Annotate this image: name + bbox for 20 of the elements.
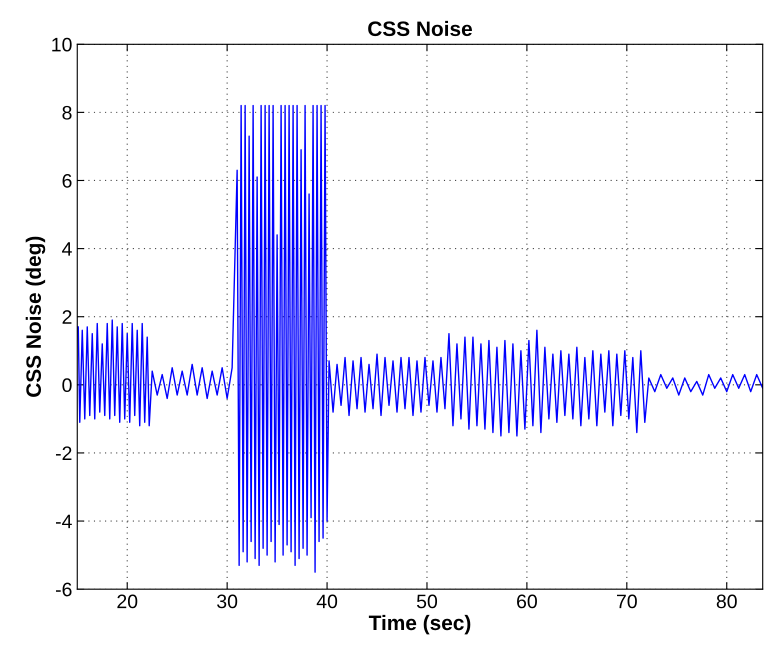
y-tick-label: 6 (62, 174, 72, 188)
y-tick-label: -2 (56, 446, 72, 460)
x-tick-label: 50 (416, 594, 438, 608)
x-tick-label: 20 (117, 594, 138, 608)
chart-title: CSS Noise (368, 20, 472, 36)
x-tick-label: 80 (716, 594, 737, 608)
y-tick-label: 8 (62, 106, 72, 120)
line-series (78, 104, 763, 573)
y-tick-label: 4 (62, 242, 72, 256)
y-tick-label: 0 (62, 378, 72, 392)
x-tick-label: 70 (617, 594, 637, 608)
y-tick-label: 10 (52, 38, 72, 52)
y-tick-label: 2 (62, 310, 72, 324)
y-axis-title: CSS Noise (deg) (26, 236, 46, 397)
x-tick-label: 30 (217, 594, 238, 608)
y-tick-label: -4 (56, 514, 72, 528)
x-tick-label: 60 (517, 594, 537, 608)
x-axis-title: Time (sec) (368, 614, 470, 634)
x-tick-label: 40 (316, 594, 338, 608)
y-tick-label: -6 (56, 582, 72, 596)
